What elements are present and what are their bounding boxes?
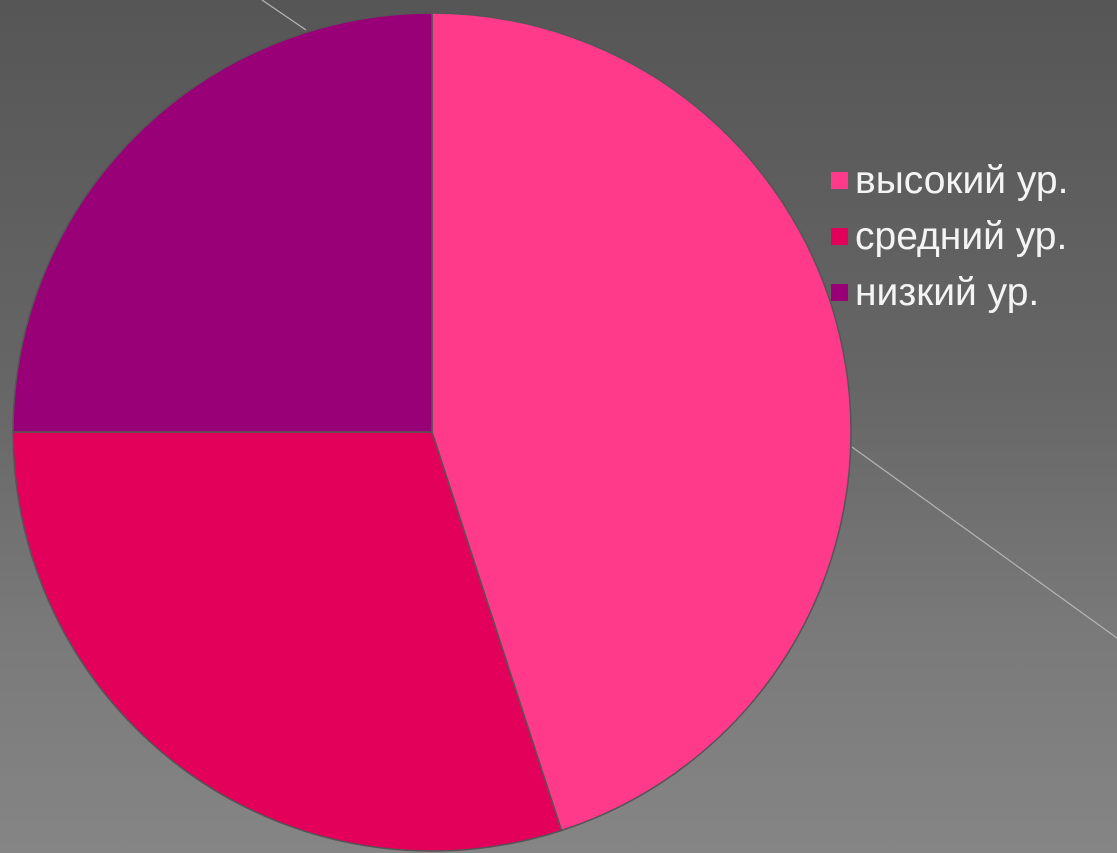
legend: высокий ур. средний ур. низкий ур. <box>831 159 1068 314</box>
legend-swatch-2 <box>831 228 848 245</box>
decorative-diagonal-line-bottom <box>851 446 1117 639</box>
legend-swatch-1 <box>831 172 848 189</box>
decorative-diagonal-line-top <box>261 0 307 31</box>
pie-slice-2 <box>12 431 563 852</box>
legend-label-2: средний ур. <box>855 215 1067 258</box>
legend-label-1: высокий ур. <box>855 159 1068 202</box>
pie-slice-3 <box>12 12 433 433</box>
legend-label-3: низкий ур. <box>855 271 1039 314</box>
pie-slice-1 <box>431 12 852 832</box>
pie-slices <box>12 12 852 852</box>
legend-swatch-3 <box>831 284 848 301</box>
